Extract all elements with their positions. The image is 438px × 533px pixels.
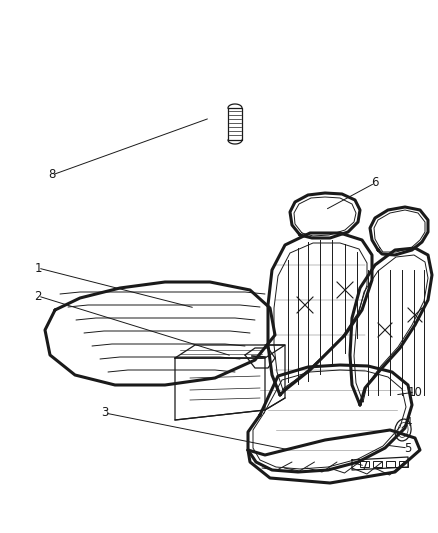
Text: 5: 5 xyxy=(404,441,412,455)
Text: 6: 6 xyxy=(371,176,379,190)
Text: 4: 4 xyxy=(404,416,412,429)
Text: 8: 8 xyxy=(48,168,56,182)
Text: 1: 1 xyxy=(34,262,42,274)
Bar xyxy=(360,461,369,467)
Bar xyxy=(386,461,395,467)
Text: 7: 7 xyxy=(361,459,369,472)
Text: 2: 2 xyxy=(34,289,42,303)
Bar xyxy=(373,461,382,467)
Bar xyxy=(399,461,408,467)
Text: 3: 3 xyxy=(101,407,109,419)
Text: 10: 10 xyxy=(408,385,422,399)
